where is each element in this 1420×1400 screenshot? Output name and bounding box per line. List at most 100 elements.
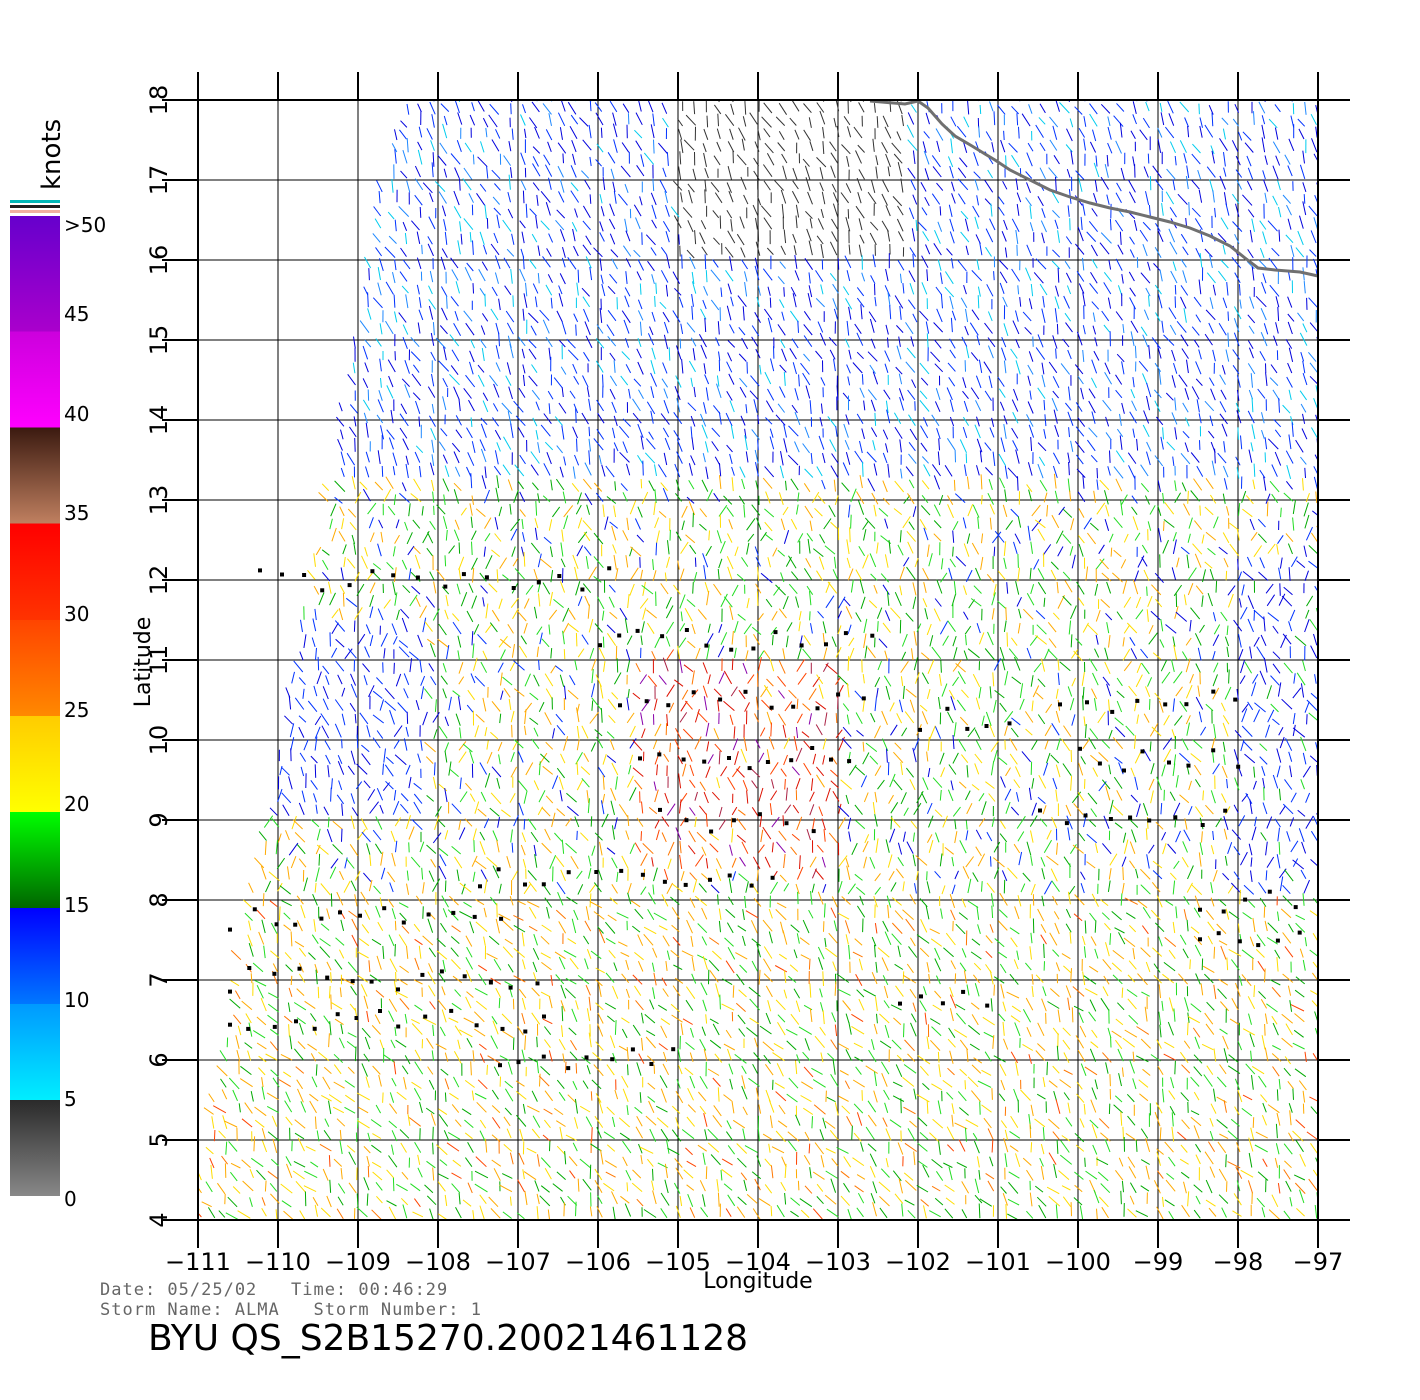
wind-vector xyxy=(810,452,813,464)
wind-vector xyxy=(1140,272,1151,284)
wind-vector xyxy=(338,780,343,791)
wind-vector xyxy=(394,259,397,271)
colorbar-unit-label: knots xyxy=(37,119,67,190)
wind-vector xyxy=(339,506,345,517)
wind-vector xyxy=(829,439,837,452)
wind-vector xyxy=(936,579,943,594)
wind-vector xyxy=(471,530,477,541)
wind-vector xyxy=(1225,908,1230,920)
wind-vector xyxy=(1067,349,1072,360)
wind-vector xyxy=(1092,325,1097,335)
wind-vector xyxy=(587,798,590,814)
wind-vector xyxy=(1188,201,1190,216)
wind-vector xyxy=(341,828,343,842)
wind-vector xyxy=(855,150,862,164)
wind-vector xyxy=(637,454,644,465)
wind-vector xyxy=(687,183,695,193)
wind-vector xyxy=(703,791,709,804)
wind-vector xyxy=(652,113,655,127)
wind-vector xyxy=(643,152,655,165)
wind-vector xyxy=(1131,829,1137,843)
wind-vector xyxy=(1169,141,1176,154)
wind-vector xyxy=(1122,649,1131,661)
wind-vector xyxy=(700,413,707,427)
wind-vector xyxy=(660,413,670,425)
wind-vector xyxy=(566,896,578,905)
wind-vector xyxy=(1075,402,1083,412)
wind-vector xyxy=(550,479,553,491)
wind-vector xyxy=(914,558,919,568)
wind-vector xyxy=(777,549,786,557)
wind-vector xyxy=(874,725,881,739)
wind-vector xyxy=(762,268,773,281)
wind-vector xyxy=(425,596,435,608)
wind-vector xyxy=(1247,595,1255,609)
wind-vector xyxy=(828,336,837,347)
wind-vector xyxy=(453,190,460,206)
wind-vector xyxy=(862,741,865,752)
wind-vector xyxy=(881,193,888,206)
wind-vector xyxy=(933,243,942,256)
wind-vector xyxy=(662,488,670,502)
wind-vector xyxy=(845,216,851,232)
wind-vector xyxy=(640,712,644,726)
colorbar-cap xyxy=(10,200,60,203)
wind-vector xyxy=(998,196,1005,205)
wind-vector xyxy=(585,906,590,921)
wind-vector xyxy=(1145,287,1151,297)
wind-vector xyxy=(1232,118,1240,127)
wind-vector xyxy=(799,855,801,870)
wind-vector xyxy=(367,308,372,320)
wind-vector xyxy=(480,661,488,673)
wind-vector xyxy=(458,696,462,711)
wind-vector xyxy=(718,672,725,684)
wind-vector xyxy=(1259,220,1267,230)
wind-vector xyxy=(697,711,708,723)
wind-vector xyxy=(1240,660,1245,674)
wind-vector xyxy=(907,299,916,310)
wind-vector xyxy=(1277,827,1280,842)
wind-vector xyxy=(763,102,773,114)
wind-vector xyxy=(477,364,485,373)
wind-vector xyxy=(908,270,916,283)
wind-vector xyxy=(429,101,436,115)
wind-vector xyxy=(1050,754,1060,764)
wind-vector xyxy=(1222,244,1226,255)
wind-vector xyxy=(416,257,422,270)
wind-vector xyxy=(431,454,435,466)
wind-vector xyxy=(718,750,721,765)
wind-vector xyxy=(440,256,446,270)
wind-vector xyxy=(908,453,917,464)
wind-vector xyxy=(885,685,891,700)
wind-vector xyxy=(779,386,786,398)
wind-vector xyxy=(614,817,618,830)
wind-vector xyxy=(1181,856,1189,868)
wind-vector xyxy=(1258,882,1267,894)
wind-vector xyxy=(456,140,462,152)
wind-vector xyxy=(523,293,528,308)
wind-vector xyxy=(935,286,943,296)
wind-vector xyxy=(1053,911,1060,920)
wind-vector xyxy=(845,606,853,619)
wind-vector xyxy=(372,233,381,243)
wind-vector xyxy=(1088,427,1098,438)
wind-vector xyxy=(882,115,889,128)
wind-vector xyxy=(977,516,980,529)
wind-vector xyxy=(1308,560,1318,569)
wind-vector xyxy=(1302,360,1306,374)
wind-vector xyxy=(932,166,942,178)
wind-vector xyxy=(921,672,929,685)
wind-vector xyxy=(900,178,904,193)
wind-vector xyxy=(783,754,788,766)
wind-vector xyxy=(442,377,448,388)
wind-vector xyxy=(311,637,316,648)
wind-vector xyxy=(448,545,455,554)
wind-vector xyxy=(340,451,346,466)
wind-vector xyxy=(1078,283,1085,294)
wind-vector xyxy=(498,298,501,311)
wind-vector xyxy=(1154,455,1164,467)
wind-vector xyxy=(844,255,852,269)
wind-vector xyxy=(1289,765,1293,778)
wind-vector xyxy=(870,573,878,581)
wind-vector xyxy=(1086,231,1097,242)
